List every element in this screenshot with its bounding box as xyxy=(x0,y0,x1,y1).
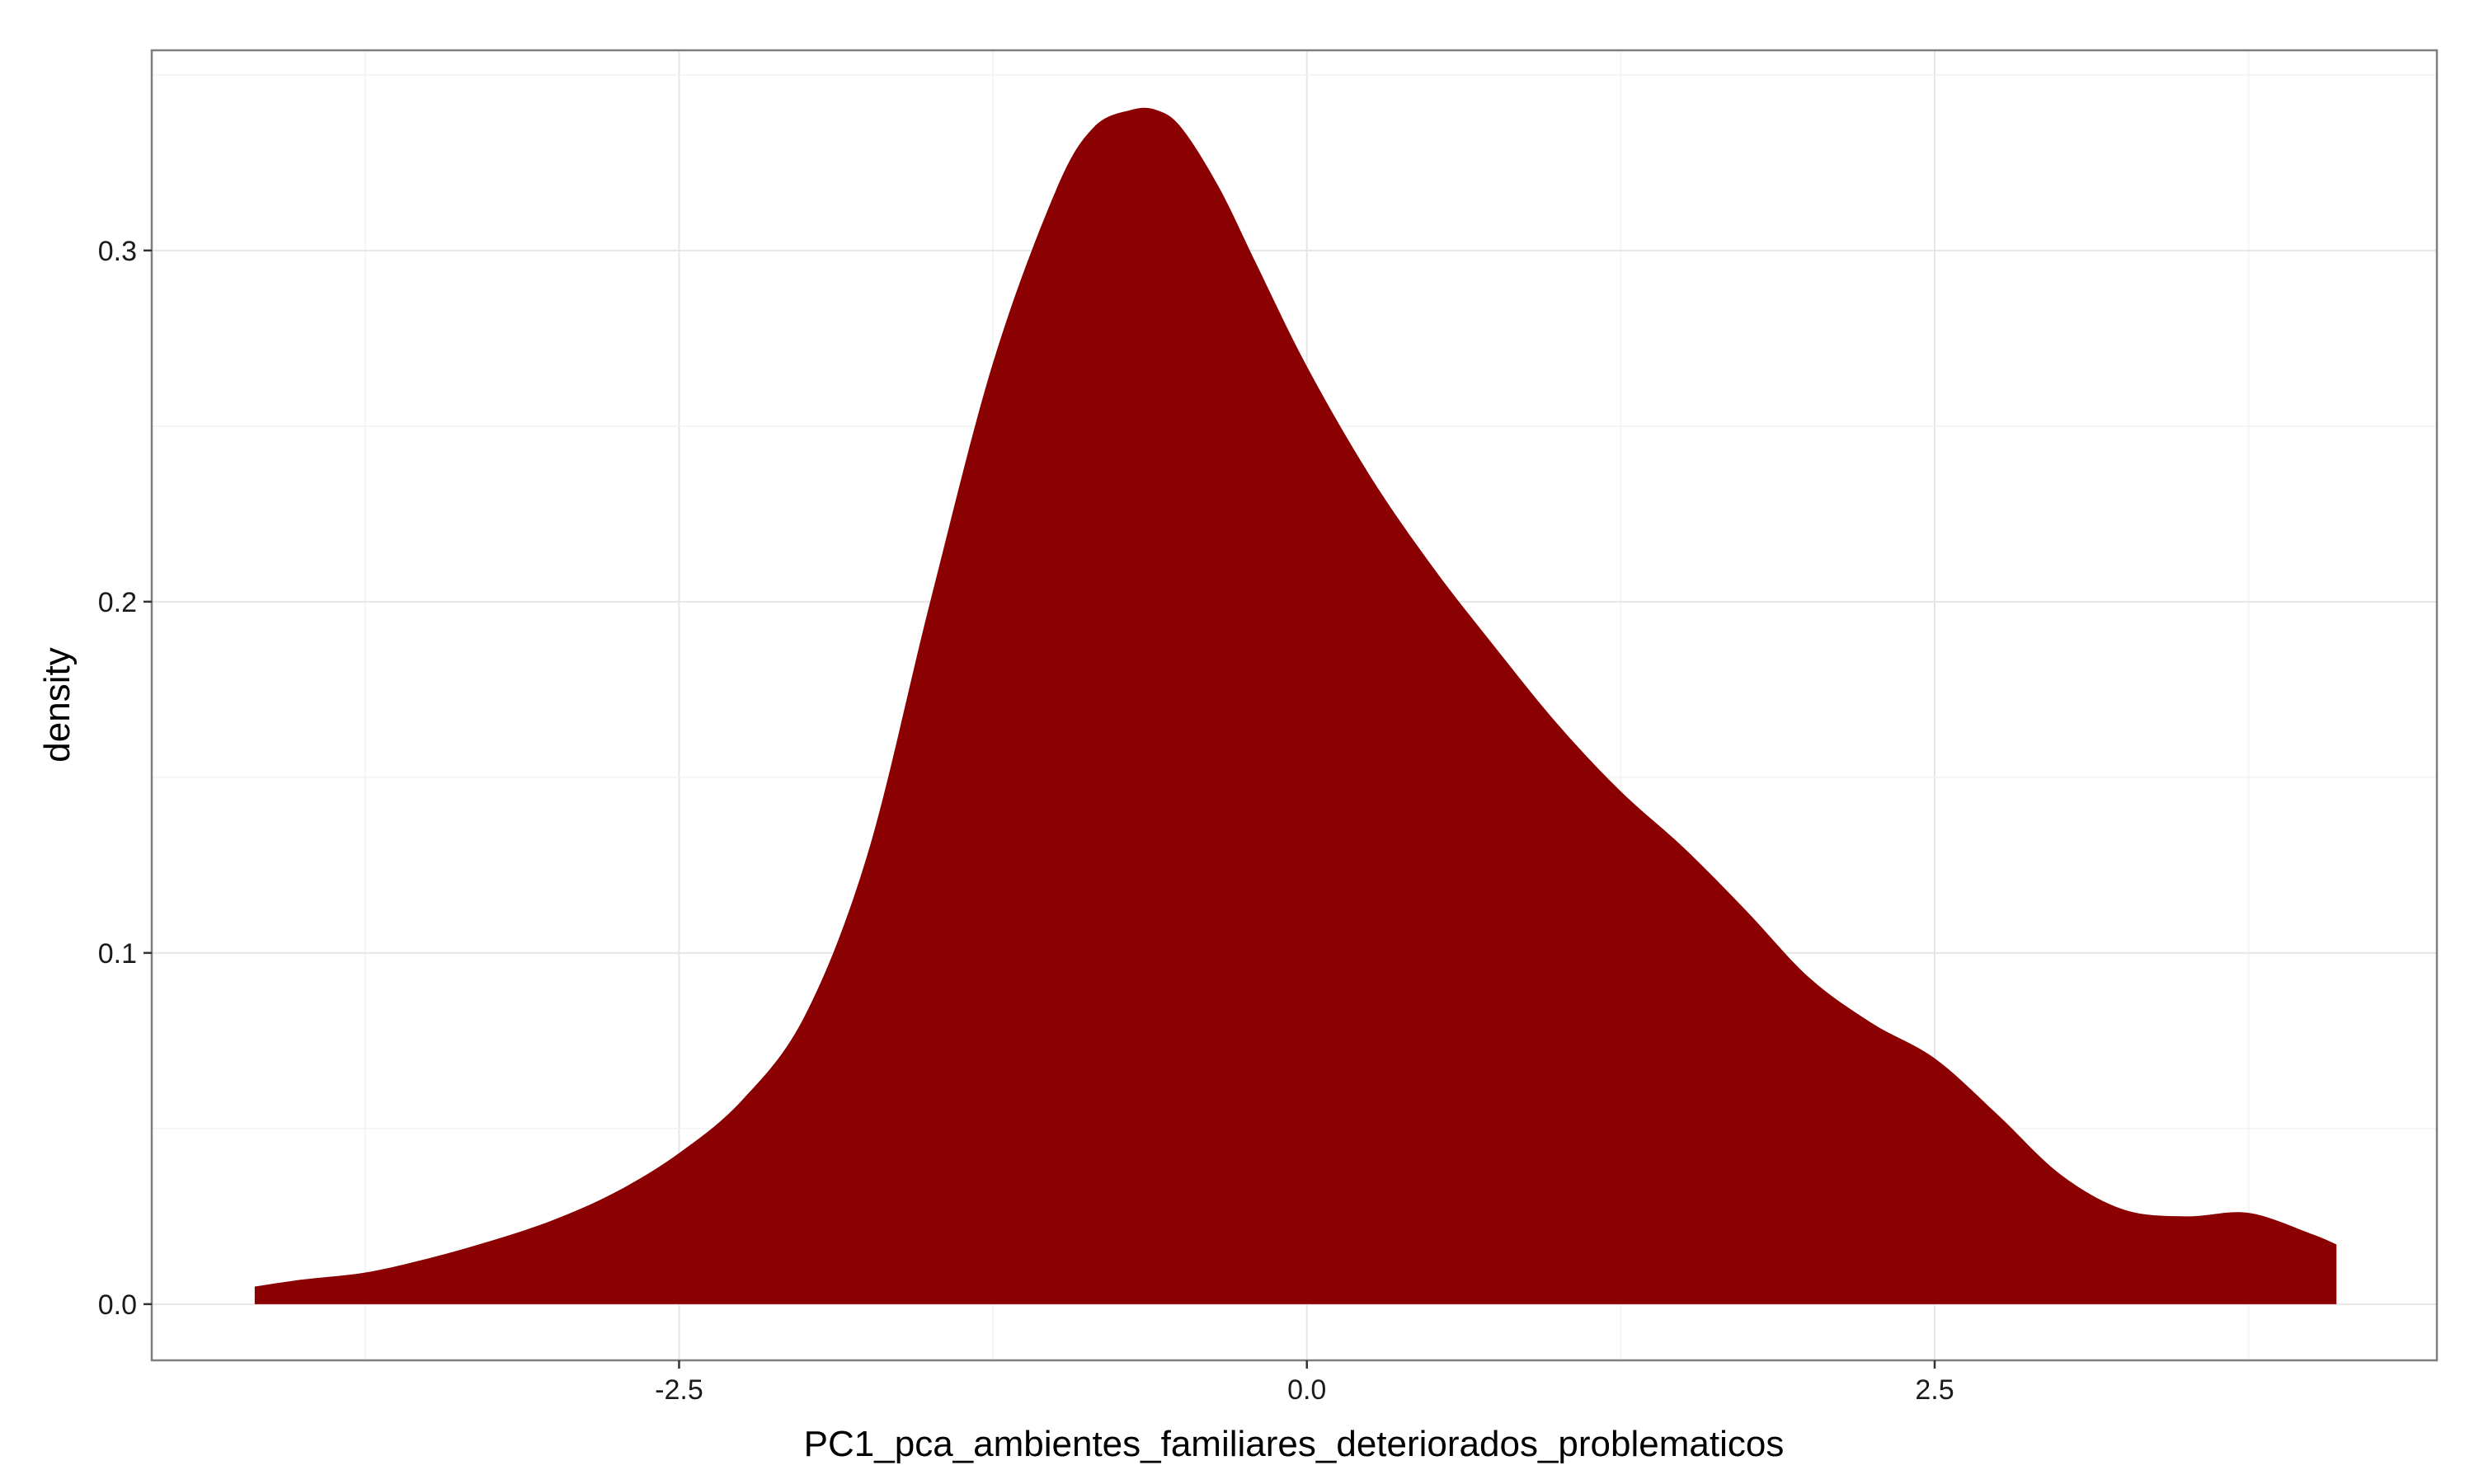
area-layer xyxy=(254,107,2337,1304)
x-axis-title: PC1_pca_ambientes_familiares_deteriorado… xyxy=(804,1424,1785,1464)
density-area-series-0 xyxy=(254,107,2337,1304)
x-tick-label: 0.0 xyxy=(1287,1374,1326,1406)
y-tick-label: 0.2 xyxy=(98,587,137,618)
y-tick-label: 0.0 xyxy=(98,1289,137,1321)
x-tick-label: -2.5 xyxy=(655,1374,703,1406)
plot-border xyxy=(150,49,2439,1362)
y-tick-label: 0.1 xyxy=(98,938,137,970)
y-tick-label: 0.3 xyxy=(98,236,137,267)
x-tick-label: 2.5 xyxy=(1915,1374,1954,1406)
axis-layer: -2.5 0.0 2.5 0.0 0.1 0.2 0.3 xyxy=(98,236,1954,1406)
y-axis-title: density xyxy=(37,647,78,762)
